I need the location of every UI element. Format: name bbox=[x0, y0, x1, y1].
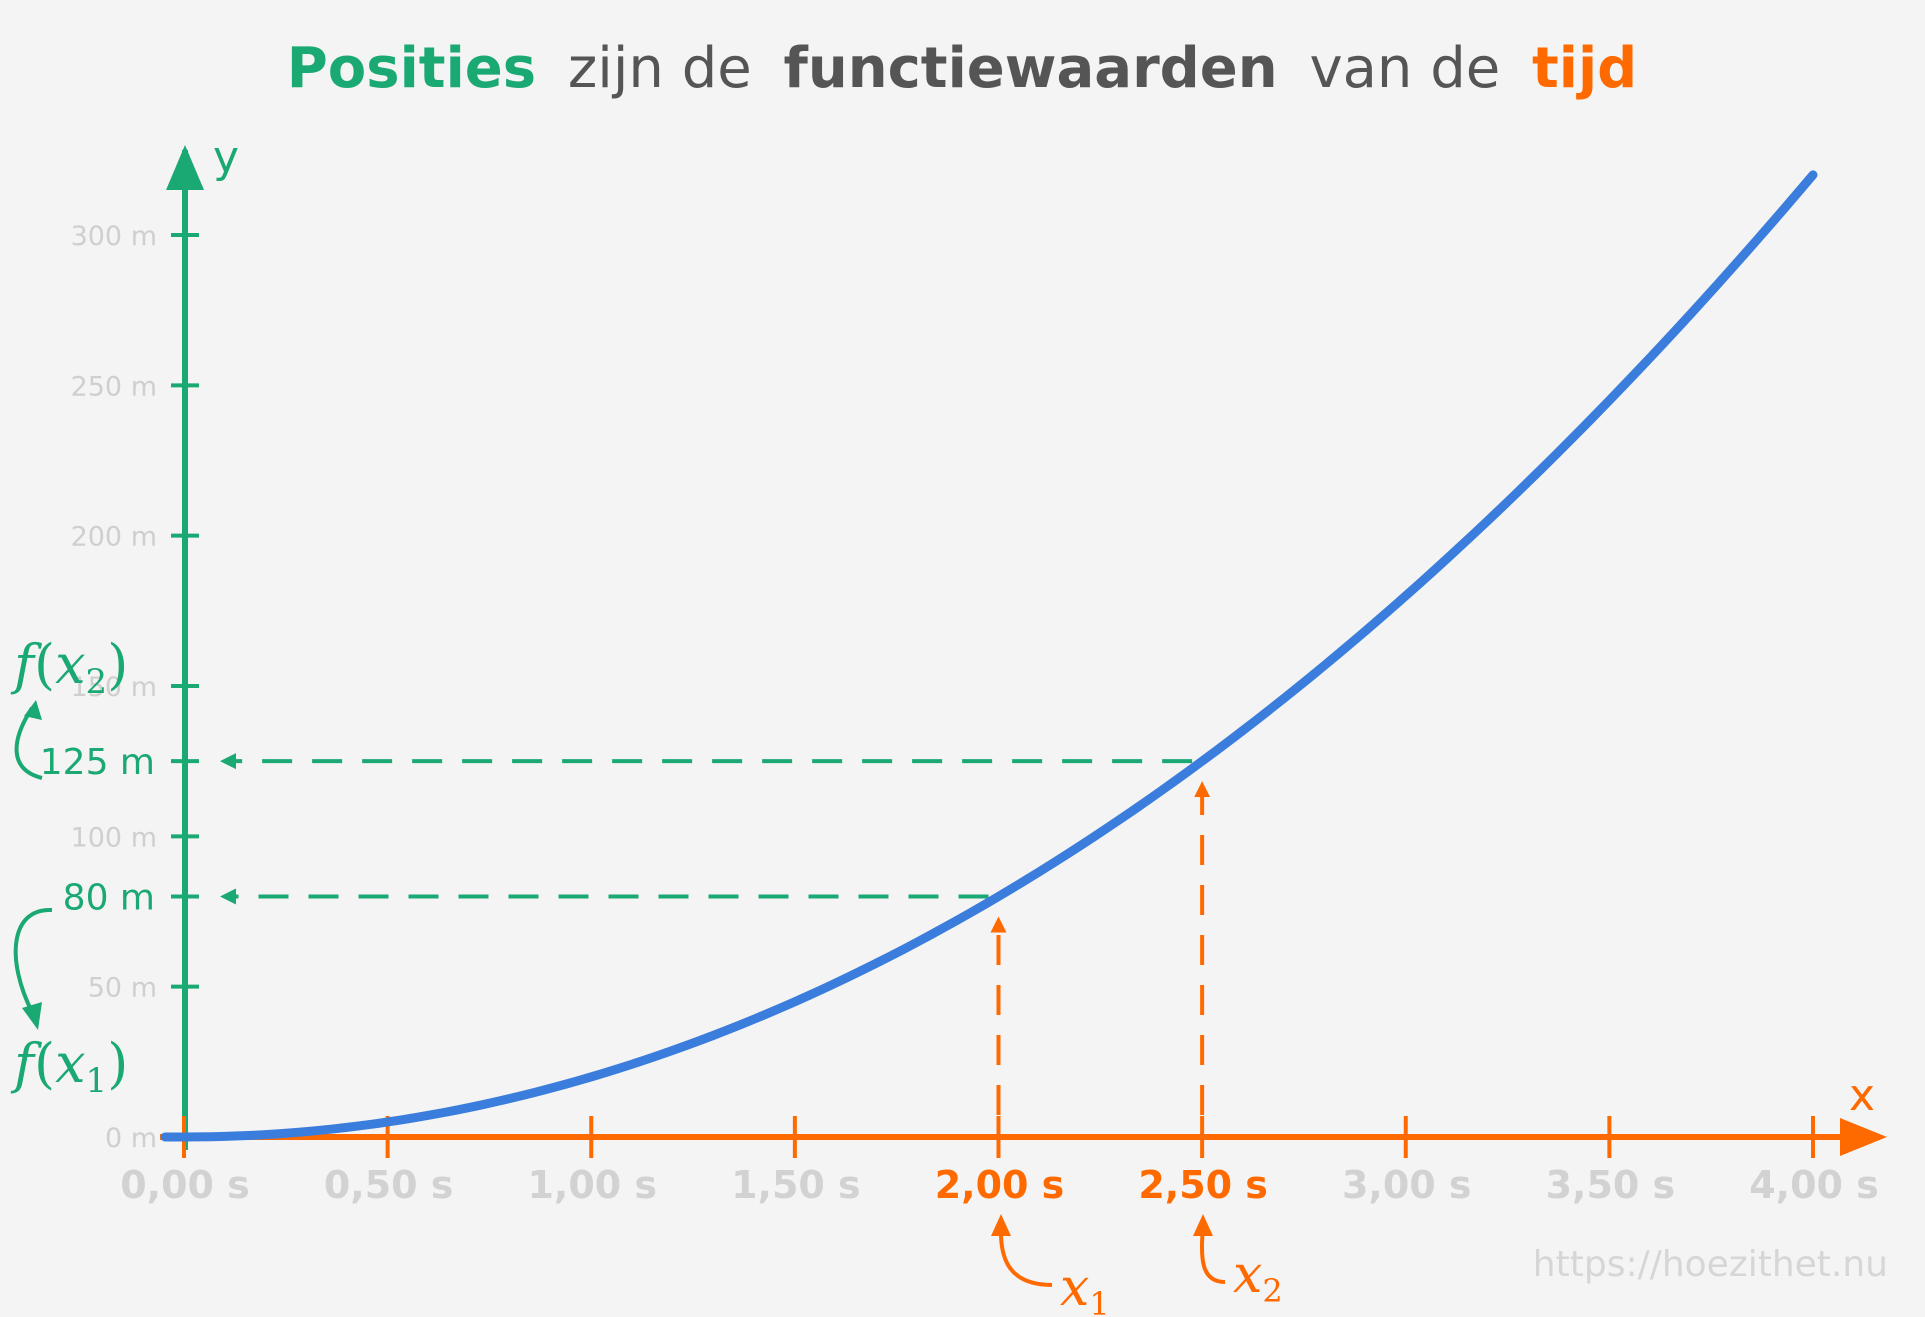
title-part-connector1: zijn de bbox=[568, 36, 752, 101]
x-tick-label-7: 3,50 s bbox=[1546, 1163, 1676, 1207]
curved-arrowhead-fx2 bbox=[24, 700, 42, 720]
y-highlight-label-2: 125 m bbox=[40, 742, 155, 783]
y-ticks: 0 m 50 m 100 m 150 m 200 m 250 m 300 m bbox=[71, 221, 199, 1154]
position-curve bbox=[160, 170, 1818, 1142]
curved-arrowhead-fx1 bbox=[22, 1002, 42, 1030]
title-part-function-values: functiewaarden bbox=[784, 36, 1278, 101]
curved-arrow-x1 bbox=[998, 1227, 1053, 1287]
y-tick-label-0: 0 m bbox=[105, 1123, 157, 1154]
x-tick-label-8: 4,00 s bbox=[1749, 1163, 1879, 1207]
chart-title: Posities zijn de functiewaarden van de t… bbox=[287, 36, 1638, 101]
y-tick-label-100: 100 m bbox=[71, 822, 157, 853]
curved-arrowhead-x1 bbox=[991, 1214, 1011, 1236]
y-axis-arrowhead bbox=[166, 145, 204, 190]
curved-arrow-125-to-fx2 bbox=[14, 706, 43, 780]
annotation-f-x2: f(x2) bbox=[10, 633, 128, 702]
x-tick-label-5: 2,50 s bbox=[1138, 1163, 1268, 1207]
title-part-time: tijd bbox=[1532, 36, 1637, 101]
title-part-positions: Posities bbox=[287, 36, 536, 101]
x-tick-label-1: 0,50 s bbox=[324, 1163, 454, 1207]
x-axis-arrowhead bbox=[1840, 1118, 1887, 1156]
x-tick-label-6: 3,00 s bbox=[1342, 1163, 1472, 1207]
watermark: https://hoezithet.nu bbox=[1533, 1244, 1888, 1285]
y-highlight-label-1: 80 m bbox=[63, 877, 155, 918]
x-ticks: 0,00 s 0,50 s 1,00 s 1,50 s 2,00 s 2,50 s 3,00… bbox=[120, 1116, 1879, 1207]
x-tick-label-3: 1,50 s bbox=[731, 1163, 861, 1207]
annotation-x1: x1 bbox=[1060, 1258, 1110, 1317]
curved-arrow-x2 bbox=[1199, 1227, 1226, 1284]
annotation-f-x1: f(x1) bbox=[10, 1032, 128, 1101]
y-tick-label-50: 50 m bbox=[88, 973, 157, 1004]
x-axis-label: x bbox=[1849, 1070, 1875, 1121]
annotation-x2: x2 bbox=[1233, 1245, 1283, 1310]
y-tick-label-150: 150 m bbox=[71, 672, 157, 703]
y-axis-label: y bbox=[213, 132, 239, 183]
y-tick-label-250: 250 m bbox=[71, 371, 157, 402]
guide-lines bbox=[220, 753, 1211, 1115]
y-tick-label-300: 300 m bbox=[71, 221, 157, 252]
curved-arrow-80-to-fx1 bbox=[13, 907, 53, 1013]
x-tick-label-4: 2,00 s bbox=[935, 1163, 1065, 1207]
curved-arrowhead-x2 bbox=[1193, 1214, 1213, 1236]
y-tick-label-200: 200 m bbox=[71, 522, 157, 553]
x-tick-label-0: 0,00 s bbox=[120, 1163, 250, 1207]
title-part-connector2: van de bbox=[1309, 36, 1500, 101]
x-tick-label-2: 1,00 s bbox=[527, 1163, 657, 1207]
